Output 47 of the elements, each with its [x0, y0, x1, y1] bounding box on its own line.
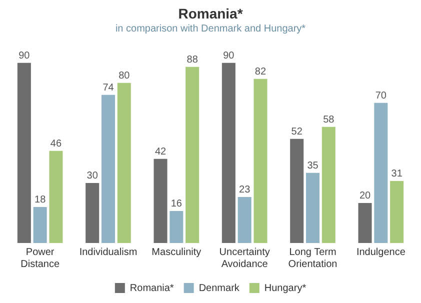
x-tick-label: Indulgence: [356, 246, 406, 258]
x-tick-label: Individualism: [79, 246, 138, 258]
data-label: 70: [375, 90, 387, 102]
data-label: 90: [18, 50, 30, 62]
data-label: 74: [102, 82, 114, 94]
bar: [154, 158, 168, 243]
bar: [186, 66, 200, 243]
data-label: 18: [34, 194, 46, 206]
x-tick-label: Power Distance: [20, 246, 60, 270]
legend-label: Hungary*: [264, 282, 306, 294]
bar: [86, 182, 100, 243]
legend-label: Denmark: [198, 282, 240, 294]
bar: [117, 82, 131, 243]
bar: [238, 196, 252, 243]
bar: [358, 202, 372, 243]
bar: [254, 78, 268, 243]
x-tick-label: Masculinity: [152, 246, 202, 258]
chart-title: Romania*: [178, 5, 244, 22]
data-label: 46: [50, 138, 62, 150]
bar: [17, 62, 31, 243]
legend-label: Romania*: [130, 282, 174, 294]
bar: [170, 210, 184, 243]
chart-subtitle: in comparison with Denmark and Hungary*: [115, 24, 306, 35]
data-label: 30: [86, 170, 98, 182]
bar: [290, 138, 304, 243]
data-label: 16: [170, 198, 182, 210]
x-tick-label: Uncertainty Avoidance: [219, 246, 270, 270]
data-label: 90: [223, 50, 235, 62]
data-label: 20: [359, 190, 372, 202]
data-label: 82: [254, 66, 266, 78]
data-label: 80: [118, 70, 130, 82]
bar: [374, 102, 388, 243]
bar: [390, 180, 404, 243]
bar: [101, 94, 116, 243]
x-tick-label: Long Term Orientation: [288, 246, 338, 270]
data-label: 35: [307, 160, 319, 172]
bar: [222, 62, 236, 243]
bar: [49, 150, 63, 243]
bar: [33, 206, 47, 243]
data-label: 42: [154, 146, 167, 158]
bar: [306, 172, 320, 243]
data-label: 88: [186, 54, 198, 66]
data-label: 31: [391, 168, 403, 180]
data-label: 52: [291, 126, 303, 138]
data-label: 58: [323, 114, 335, 126]
data-label: 23: [239, 184, 251, 196]
bar: [322, 126, 336, 243]
